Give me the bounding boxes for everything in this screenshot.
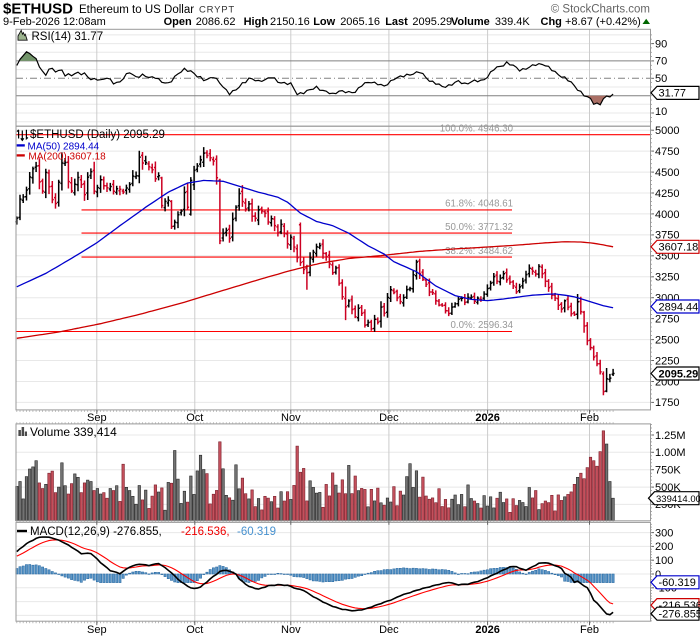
svg-text:Volume: Volume — [451, 16, 490, 28]
svg-text:2150.16: 2150.16 — [270, 16, 310, 28]
svg-text:3750: 3750 — [655, 230, 679, 242]
svg-text:Nov: Nov — [281, 624, 301, 636]
svg-text:50.0%: 3771.32: 50.0%: 3771.32 — [445, 222, 513, 233]
svg-text:-216.536,: -216.536, — [181, 526, 230, 538]
svg-text:High: High — [244, 16, 269, 28]
svg-text:2500: 2500 — [655, 334, 679, 346]
svg-text:CRYPT: CRYPT — [199, 5, 235, 16]
svg-text:+8.67 (+0.42%): +8.67 (+0.42%) — [565, 16, 641, 28]
svg-text:3250: 3250 — [655, 272, 679, 284]
svg-text:100: 100 — [655, 555, 673, 567]
svg-text:500K: 500K — [655, 482, 681, 494]
svg-text:2065.16: 2065.16 — [340, 16, 380, 28]
svg-text:2026: 2026 — [475, 624, 499, 636]
svg-text:Volume 339,414: Volume 339,414 — [30, 425, 117, 439]
svg-text:31.77: 31.77 — [659, 88, 687, 100]
svg-text:10: 10 — [655, 106, 667, 118]
svg-text:1.25M: 1.25M — [655, 430, 686, 442]
svg-text:9-Feb-2026 12:08am: 9-Feb-2026 12:08am — [3, 16, 106, 28]
svg-text:1.00M: 1.00M — [655, 447, 686, 459]
svg-text:90: 90 — [655, 38, 667, 50]
svg-text:Feb: Feb — [580, 624, 599, 636]
svg-text:339.4K: 339.4K — [495, 16, 531, 28]
svg-text:Oct: Oct — [186, 624, 203, 636]
svg-text:5000: 5000 — [655, 125, 679, 137]
svg-text:-276.855: -276.855 — [659, 609, 700, 621]
svg-text:2026: 2026 — [475, 412, 499, 424]
svg-text:750K: 750K — [655, 465, 681, 477]
svg-text:339414.00: 339414.00 — [656, 494, 700, 505]
svg-text:1750: 1750 — [655, 397, 679, 409]
svg-text:2250: 2250 — [655, 355, 679, 367]
svg-text:70: 70 — [655, 56, 667, 68]
svg-text:-60.319: -60.319 — [237, 526, 276, 538]
svg-text:Ethereum to US Dollar: Ethereum to US Dollar — [79, 4, 194, 16]
svg-text:Oct: Oct — [186, 412, 203, 424]
svg-text:2750: 2750 — [655, 313, 679, 325]
svg-text:Open: Open — [164, 16, 192, 28]
svg-text:Nov: Nov — [281, 412, 301, 424]
svg-text:Feb: Feb — [580, 412, 599, 424]
svg-text:MA(50) 2894.44: MA(50) 2894.44 — [28, 142, 100, 153]
svg-text:$ETHUSD: $ETHUSD — [3, 1, 73, 18]
svg-text:Dec: Dec — [379, 624, 399, 636]
svg-text:$ETHUSD (Daily) 2095.29: $ETHUSD (Daily) 2095.29 — [30, 129, 165, 141]
svg-text:2086.62: 2086.62 — [196, 16, 236, 28]
svg-text:4500: 4500 — [655, 167, 679, 179]
svg-text:61.8%: 4048.61: 61.8%: 4048.61 — [445, 199, 513, 210]
svg-text:Sep: Sep — [87, 624, 107, 636]
svg-text:Sep: Sep — [87, 412, 107, 424]
svg-text:4000: 4000 — [655, 209, 679, 221]
svg-text:3607.18: 3607.18 — [659, 242, 699, 254]
svg-text:2095.29: 2095.29 — [412, 16, 452, 28]
svg-text:Dec: Dec — [379, 412, 399, 424]
svg-text:Low: Low — [313, 16, 335, 28]
svg-text:4250: 4250 — [655, 188, 679, 200]
svg-text:2095.29: 2095.29 — [659, 368, 699, 380]
svg-text:200: 200 — [655, 541, 673, 553]
svg-text:4750: 4750 — [655, 146, 679, 158]
svg-text:Chg: Chg — [541, 16, 562, 28]
svg-text:2894.44: 2894.44 — [659, 301, 699, 313]
svg-text:© StockCharts.com: © StockCharts.com — [551, 4, 650, 16]
svg-text:RSI(14) 31.77: RSI(14) 31.77 — [32, 31, 104, 43]
svg-text:Last: Last — [385, 16, 408, 28]
svg-text:50: 50 — [655, 73, 667, 85]
svg-text:0: 0 — [655, 569, 661, 581]
svg-text:100.0%: 4946.30: 100.0%: 4946.30 — [440, 123, 514, 134]
svg-text:MACD(12,26,9) -276.855,: MACD(12,26,9) -276.855, — [30, 526, 162, 538]
svg-text:300: 300 — [655, 527, 673, 539]
svg-text:MA(200) 3607.18: MA(200) 3607.18 — [28, 152, 106, 163]
svg-text:-60.319: -60.319 — [659, 577, 696, 589]
svg-text:0.0%: 2596.34: 0.0%: 2596.34 — [451, 320, 514, 331]
svg-text:38.2%: 3484.62: 38.2%: 3484.62 — [445, 246, 513, 257]
